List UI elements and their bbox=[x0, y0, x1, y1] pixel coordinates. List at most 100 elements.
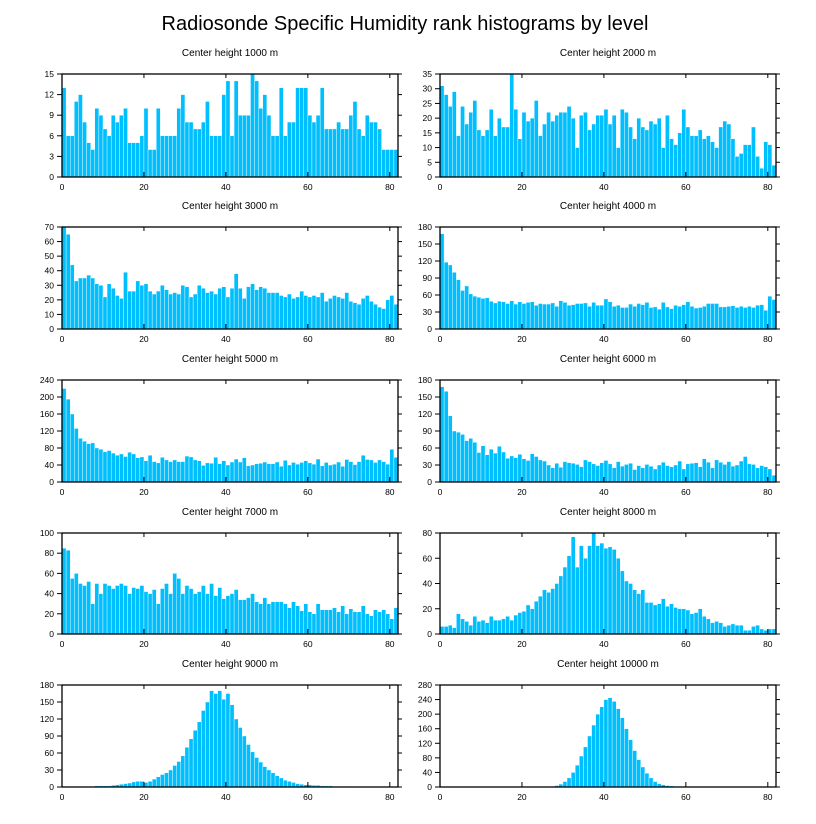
bar bbox=[180, 755, 186, 788]
plot-frame bbox=[439, 684, 777, 788]
y-tick-label: 120 bbox=[418, 409, 432, 419]
panel-title: Center height 8000 m bbox=[560, 507, 656, 518]
bar bbox=[266, 769, 272, 788]
bar bbox=[644, 464, 650, 483]
y-tick-label: 5 bbox=[427, 157, 432, 167]
bar bbox=[274, 135, 280, 178]
bar bbox=[529, 117, 535, 178]
x-tick-label: 0 bbox=[438, 639, 443, 649]
bar bbox=[348, 114, 354, 178]
bar bbox=[106, 135, 112, 178]
x-tick-label: 40 bbox=[221, 792, 231, 802]
bar bbox=[319, 87, 325, 178]
x-tick-label: 80 bbox=[385, 487, 395, 497]
bar bbox=[106, 585, 112, 635]
bar bbox=[558, 467, 564, 483]
bar bbox=[525, 460, 531, 483]
bar bbox=[755, 305, 760, 330]
bar bbox=[94, 447, 100, 483]
bar bbox=[484, 129, 490, 178]
bar bbox=[640, 589, 646, 635]
bar bbox=[562, 112, 568, 178]
bar bbox=[558, 575, 564, 635]
bar bbox=[640, 766, 646, 788]
bar bbox=[213, 293, 218, 330]
bar bbox=[340, 605, 345, 635]
bar bbox=[550, 302, 555, 330]
x-tick-label: 20 bbox=[517, 334, 527, 344]
bar bbox=[656, 117, 662, 178]
bar bbox=[197, 721, 202, 788]
bar bbox=[356, 461, 362, 483]
y-tick-label: 0 bbox=[427, 629, 432, 639]
bar bbox=[250, 464, 255, 483]
bar bbox=[743, 144, 748, 178]
bar bbox=[693, 612, 699, 635]
bar bbox=[348, 301, 354, 330]
bar bbox=[147, 781, 153, 788]
bar bbox=[542, 303, 547, 330]
panel-7: Center height 7000 m 0 20 40 60 80 0 20 40 60 80 10… bbox=[40, 507, 402, 649]
bar bbox=[665, 606, 670, 635]
bar bbox=[254, 757, 259, 788]
bar bbox=[156, 108, 161, 178]
bar bbox=[570, 463, 576, 483]
bar bbox=[299, 290, 304, 330]
bar bbox=[743, 456, 748, 483]
bar-series bbox=[550, 697, 699, 788]
bar bbox=[509, 455, 514, 483]
bar bbox=[381, 149, 386, 178]
bar bbox=[501, 301, 506, 330]
y-tick-label: 180 bbox=[418, 375, 432, 385]
bar bbox=[640, 126, 646, 178]
bar bbox=[452, 627, 457, 635]
bar bbox=[102, 451, 108, 483]
y-tick-label: 30 bbox=[45, 280, 55, 290]
bar bbox=[115, 295, 120, 330]
bar bbox=[644, 772, 650, 788]
bar bbox=[497, 301, 502, 330]
bar bbox=[652, 123, 658, 178]
x-tick-label: 0 bbox=[438, 182, 443, 192]
bar bbox=[274, 601, 280, 635]
bar bbox=[452, 272, 457, 330]
bar bbox=[579, 755, 584, 788]
bar bbox=[340, 298, 345, 330]
bar bbox=[287, 781, 292, 788]
bar bbox=[726, 123, 732, 178]
bar bbox=[287, 607, 292, 635]
bar bbox=[640, 467, 646, 483]
x-tick-label: 0 bbox=[60, 792, 65, 802]
bar bbox=[233, 589, 239, 635]
bar bbox=[266, 463, 272, 483]
bar bbox=[575, 147, 580, 178]
bar bbox=[443, 391, 449, 483]
y-tick-label: 60 bbox=[45, 748, 55, 758]
bar bbox=[661, 302, 666, 330]
bar bbox=[669, 308, 674, 330]
bar bbox=[324, 128, 329, 178]
y-tick-label: 0 bbox=[49, 172, 54, 182]
bar bbox=[689, 135, 695, 178]
bar bbox=[452, 430, 457, 483]
bar bbox=[738, 153, 744, 178]
bar bbox=[127, 452, 132, 483]
bar bbox=[751, 464, 756, 483]
bar bbox=[710, 141, 715, 178]
bar bbox=[102, 296, 108, 330]
bar bbox=[497, 117, 502, 178]
bar bbox=[254, 463, 259, 483]
bar bbox=[283, 460, 288, 483]
bar bbox=[669, 466, 674, 483]
bar bbox=[328, 464, 333, 483]
bar bbox=[135, 588, 141, 635]
y-tick-label: 40 bbox=[45, 460, 55, 470]
bar bbox=[575, 303, 580, 330]
x-axis: 0 20 40 60 80 bbox=[438, 533, 773, 649]
bar bbox=[184, 585, 190, 635]
bar bbox=[123, 271, 128, 330]
bar bbox=[385, 463, 391, 483]
bar bbox=[718, 622, 723, 635]
x-tick-label: 40 bbox=[221, 487, 231, 497]
y-tick-label: 120 bbox=[418, 256, 432, 266]
